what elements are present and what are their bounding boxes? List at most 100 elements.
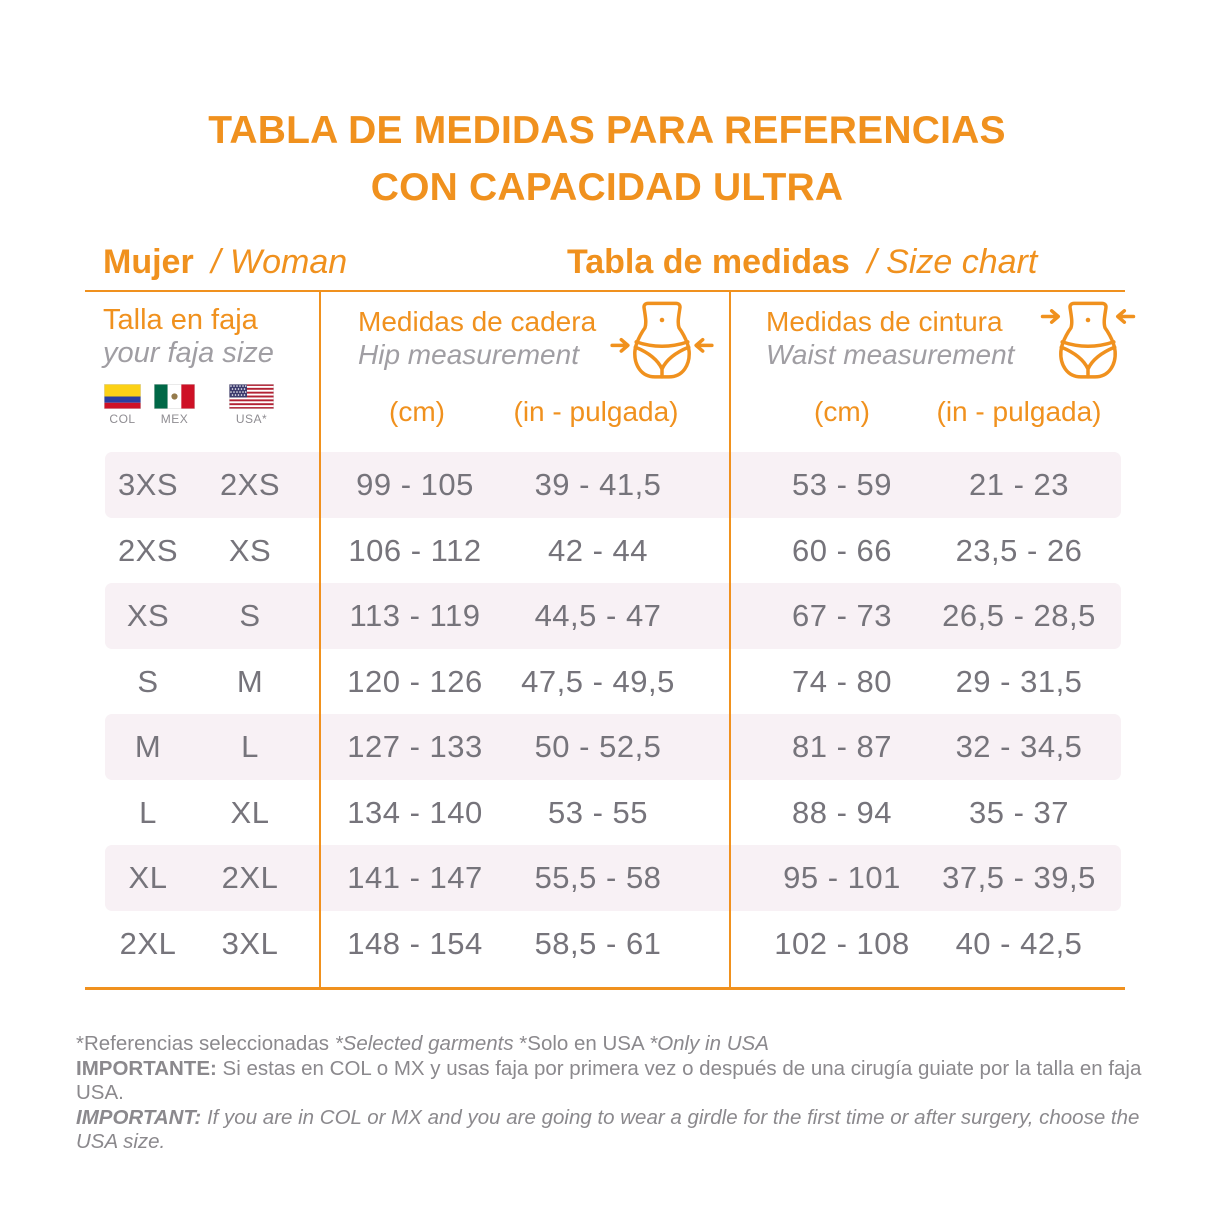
column-divider bbox=[729, 291, 731, 987]
important-text-es: Si estas en COL o MX y usas faja por pri… bbox=[76, 1056, 1142, 1105]
hip-cm-cell: 99 - 105 bbox=[356, 467, 474, 502]
waist-cm-cell: 60 - 66 bbox=[791, 532, 892, 568]
hip-column-title-en: Hip measurement bbox=[358, 339, 579, 370]
table-row: L XL 134 - 140 53 - 55 88 - 94 35 - 37 bbox=[0, 780, 1214, 846]
important-label-en: IMPORTANT: bbox=[76, 1105, 202, 1129]
hip-cm-cell: 113 - 119 bbox=[349, 598, 481, 633]
size-usa-cell: S bbox=[239, 598, 261, 633]
hip-in-cell: 44,5 - 47 bbox=[534, 598, 662, 633]
table-row: XL 2XL 141 - 147 55,5 - 58 95 - 101 37,5… bbox=[0, 845, 1214, 911]
mexico-flag-label: MEX bbox=[160, 412, 189, 426]
table-bottom-rule bbox=[85, 987, 1125, 990]
hip-in-cell: 58,5 - 61 bbox=[534, 925, 662, 961]
hip-in-cell: 47,5 - 49,5 bbox=[521, 663, 675, 699]
table-row: 2XS XS 106 - 112 42 - 44 60 - 66 23,5 - … bbox=[0, 518, 1214, 584]
waist-in-cell: 37,5 - 39,5 bbox=[942, 860, 1096, 895]
page-title-line2: CON CAPACIDAD ULTRA bbox=[370, 166, 844, 209]
colombia-flag-icon bbox=[104, 384, 141, 409]
important-label-es: IMPORTANTE: bbox=[76, 1056, 217, 1080]
size-colmex-cell: L bbox=[139, 794, 157, 830]
waist-cm-cell: 95 - 101 bbox=[783, 860, 901, 895]
footnote-refs-en: *Selected garments bbox=[334, 1032, 514, 1055]
waist-cm-cell: 74 - 80 bbox=[791, 663, 892, 699]
waist-unit-cm: (cm) bbox=[814, 396, 870, 427]
hip-in-cell: 39 - 41,5 bbox=[534, 467, 662, 502]
waist-cm-cell: 81 - 87 bbox=[791, 729, 892, 764]
usa-flag: USA* bbox=[229, 384, 274, 426]
waist-measurement-icon bbox=[1040, 301, 1136, 379]
woman-section-title: Mujer / Woman bbox=[103, 243, 347, 282]
woman-label-en: / Woman bbox=[211, 243, 348, 281]
usa-flag-icon bbox=[229, 384, 274, 409]
size-usa-cell: L bbox=[241, 729, 259, 764]
hip-in-cell: 50 - 52,5 bbox=[534, 729, 662, 764]
size-column-title-es: Talla en faja bbox=[103, 304, 258, 336]
important-text-en: If you are in COL or MX and you are goin… bbox=[76, 1105, 1140, 1154]
waist-unit-in: (in - pulgada) bbox=[936, 396, 1102, 427]
size-colmex-cell: 2XL bbox=[119, 925, 177, 961]
colombia-flag: COL bbox=[104, 384, 141, 426]
footnote-important-en: IMPORTANT: If you are in COL or MX and y… bbox=[76, 1106, 1186, 1155]
size-colmex-cell: S bbox=[137, 663, 159, 699]
footnote-references: *Referencias seleccionadas *Selected gar… bbox=[76, 1032, 1186, 1057]
waist-cm-cell: 88 - 94 bbox=[791, 794, 892, 830]
mexico-flag: MEX bbox=[154, 384, 195, 426]
hip-cm-cell: 141 - 147 bbox=[347, 860, 483, 895]
page-title: TABLA DE MEDIDAS PARA REFERENCIAS CON CA… bbox=[0, 102, 1214, 216]
size-usa-cell: 2XS bbox=[219, 467, 281, 502]
size-chart-section-title: Tabla de medidas / Size chart bbox=[567, 243, 1037, 282]
table-row: XS S 113 - 119 44,5 - 47 67 - 73 26,5 - … bbox=[0, 583, 1214, 649]
size-usa-cell: 2XL bbox=[221, 860, 279, 895]
hip-cm-cell: 127 - 133 bbox=[347, 729, 483, 764]
hip-in-cell: 55,5 - 58 bbox=[534, 860, 662, 895]
waist-in-cell: 40 - 42,5 bbox=[955, 925, 1083, 961]
hip-cm-cell: 120 - 126 bbox=[347, 663, 483, 699]
size-usa-cell: 3XL bbox=[221, 925, 279, 961]
size-colmex-cell: M bbox=[134, 729, 162, 764]
waist-cm-cell: 102 - 108 bbox=[774, 925, 910, 961]
hip-cm-cell: 148 - 154 bbox=[347, 925, 483, 961]
size-usa-cell: XS bbox=[228, 532, 272, 568]
waist-cm-cell: 67 - 73 bbox=[791, 598, 892, 633]
size-colmex-cell: XL bbox=[128, 860, 168, 895]
size-chart-label-es: Tabla de medidas bbox=[567, 243, 850, 281]
table-row: S M 120 - 126 47,5 - 49,5 74 - 80 29 - 3… bbox=[0, 649, 1214, 715]
footnote-important-es: IMPORTANTE: Si estas en COL o MX y usas … bbox=[76, 1057, 1186, 1106]
footnote-usa-en: *Only in USA bbox=[649, 1032, 769, 1055]
waist-in-cell: 26,5 - 28,5 bbox=[942, 598, 1096, 633]
page-title-line1: TABLA DE MEDIDAS PARA REFERENCIAS bbox=[208, 109, 1006, 152]
footnote-refs-es: *Referencias seleccionadas bbox=[76, 1032, 329, 1055]
hip-cm-cell: 134 - 140 bbox=[347, 794, 483, 830]
hip-cm-cell: 106 - 112 bbox=[348, 532, 482, 568]
hip-in-cell: 53 - 55 bbox=[547, 794, 648, 830]
size-usa-cell: XL bbox=[230, 794, 270, 830]
size-colmex-cell: 2XS bbox=[117, 532, 179, 568]
size-colmex-cell: XS bbox=[126, 598, 170, 633]
footnote-usa-es: *Solo en USA bbox=[519, 1032, 644, 1055]
hip-unit-cm: (cm) bbox=[389, 396, 445, 427]
column-divider bbox=[319, 291, 321, 987]
hip-unit-in: (in - pulgada) bbox=[513, 396, 679, 427]
waist-in-cell: 23,5 - 26 bbox=[955, 532, 1083, 568]
size-table: 3XS 2XS 99 - 105 39 - 41,5 53 - 59 21 - … bbox=[0, 452, 1214, 976]
waist-in-cell: 21 - 23 bbox=[968, 467, 1069, 502]
table-top-rule bbox=[85, 290, 1125, 292]
waist-column-title-en: Waist measurement bbox=[766, 339, 1015, 370]
waist-in-cell: 32 - 34,5 bbox=[955, 729, 1083, 764]
hip-in-cell: 42 - 44 bbox=[547, 532, 648, 568]
usa-flag-label: USA* bbox=[235, 412, 268, 426]
size-column-title-en: your faja size bbox=[103, 337, 274, 369]
waist-in-cell: 35 - 37 bbox=[968, 794, 1069, 830]
waist-in-cell: 29 - 31,5 bbox=[955, 663, 1083, 699]
size-usa-cell: M bbox=[236, 663, 264, 699]
hip-column-title-es: Medidas de cadera bbox=[358, 306, 597, 337]
size-chart-label-en: / Size chart bbox=[867, 243, 1038, 281]
table-row: M L 127 - 133 50 - 52,5 81 - 87 32 - 34,… bbox=[0, 714, 1214, 780]
waist-column-title-es: Medidas de cintura bbox=[766, 306, 1003, 337]
table-row: 3XS 2XS 99 - 105 39 - 41,5 53 - 59 21 - … bbox=[0, 452, 1214, 518]
waist-cm-cell: 53 - 59 bbox=[791, 467, 892, 502]
mexico-flag-icon bbox=[154, 384, 195, 409]
footnotes: *Referencias seleccionadas *Selected gar… bbox=[76, 1032, 1186, 1155]
hip-measurement-icon bbox=[610, 301, 714, 379]
